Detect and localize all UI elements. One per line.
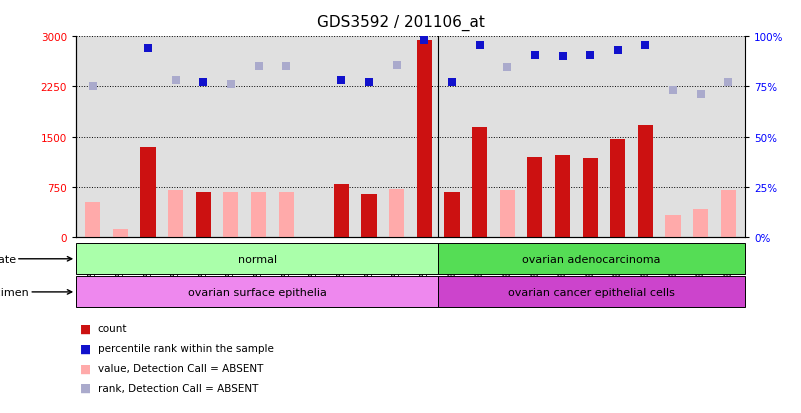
Bar bbox=[417, 40, 432, 237]
Point bbox=[335, 77, 348, 84]
Point bbox=[87, 84, 99, 90]
Bar bbox=[389, 190, 405, 237]
Text: ovarian surface epithelia: ovarian surface epithelia bbox=[187, 287, 327, 297]
Bar bbox=[223, 192, 239, 237]
Point bbox=[694, 91, 707, 98]
Point bbox=[280, 63, 292, 70]
Text: GDS3592 / 201106_at: GDS3592 / 201106_at bbox=[316, 14, 485, 31]
Bar bbox=[721, 191, 736, 237]
Bar bbox=[168, 191, 183, 237]
Bar bbox=[334, 184, 349, 237]
Bar bbox=[140, 147, 155, 237]
Point bbox=[556, 53, 569, 60]
Point bbox=[445, 79, 458, 86]
Bar bbox=[361, 194, 376, 237]
Point bbox=[418, 37, 431, 44]
Bar bbox=[500, 191, 515, 237]
Text: specimen: specimen bbox=[0, 287, 72, 297]
Bar bbox=[438, 244, 745, 275]
Text: count: count bbox=[98, 323, 127, 333]
Text: ■: ■ bbox=[80, 361, 91, 375]
Bar bbox=[251, 193, 266, 237]
Point bbox=[722, 80, 735, 87]
Point bbox=[197, 79, 210, 86]
Bar bbox=[666, 216, 681, 237]
Point bbox=[390, 63, 403, 69]
Text: ovarian adenocarcinoma: ovarian adenocarcinoma bbox=[522, 254, 661, 264]
Bar bbox=[438, 277, 745, 308]
Bar bbox=[76, 244, 438, 275]
Bar bbox=[279, 192, 294, 237]
Point bbox=[639, 43, 652, 49]
Point bbox=[363, 79, 376, 86]
Bar bbox=[555, 156, 570, 237]
Point bbox=[169, 77, 182, 84]
Text: percentile rank within the sample: percentile rank within the sample bbox=[98, 343, 274, 353]
Bar bbox=[610, 140, 626, 237]
Bar bbox=[638, 125, 653, 237]
Point bbox=[224, 82, 237, 88]
Text: ■: ■ bbox=[80, 342, 91, 355]
Point bbox=[473, 43, 486, 49]
Point bbox=[666, 88, 679, 95]
Text: ■: ■ bbox=[80, 381, 91, 394]
Bar bbox=[85, 203, 100, 237]
Bar bbox=[76, 277, 438, 308]
Bar bbox=[582, 159, 598, 237]
Point bbox=[501, 64, 513, 71]
Text: ■: ■ bbox=[80, 322, 91, 335]
Bar bbox=[472, 127, 487, 237]
Bar bbox=[113, 230, 128, 237]
Point bbox=[584, 52, 597, 59]
Text: disease state: disease state bbox=[0, 254, 72, 264]
Text: rank, Detection Call = ABSENT: rank, Detection Call = ABSENT bbox=[98, 383, 258, 393]
Point bbox=[252, 64, 265, 71]
Bar bbox=[693, 209, 708, 237]
Bar bbox=[445, 192, 460, 237]
Point bbox=[529, 52, 541, 59]
Point bbox=[611, 47, 624, 54]
Text: value, Detection Call = ABSENT: value, Detection Call = ABSENT bbox=[98, 363, 263, 373]
Bar bbox=[527, 157, 542, 237]
Point bbox=[142, 46, 155, 52]
Bar bbox=[195, 192, 211, 237]
Text: ovarian cancer epithelial cells: ovarian cancer epithelial cells bbox=[508, 287, 675, 297]
Text: normal: normal bbox=[238, 254, 277, 264]
